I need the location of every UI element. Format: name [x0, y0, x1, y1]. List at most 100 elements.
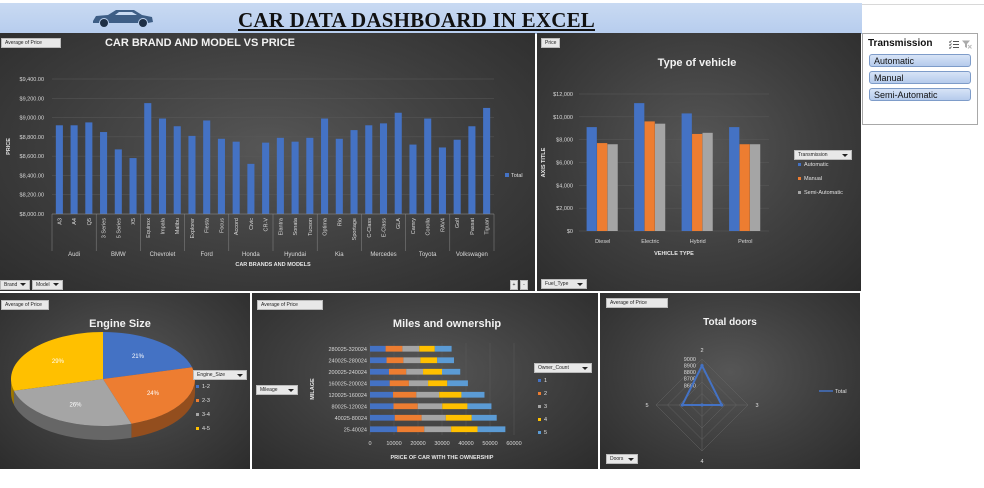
multi-select-icon[interactable]: [949, 40, 959, 49]
legend-filter-label: Engine_Size: [197, 372, 226, 378]
legend-label: Semi-Automatic: [804, 190, 843, 196]
bar: [144, 103, 152, 214]
legend-label: Automatic: [804, 162, 829, 168]
expand-field-button[interactable]: +: [510, 280, 518, 290]
bar: [692, 133, 703, 231]
bar: [597, 143, 608, 231]
x-axis-label: VEHICLE TYPE: [654, 251, 694, 257]
bar: [232, 141, 240, 214]
y-tick-label: $12,000: [553, 92, 573, 98]
owner-count-legend-filter[interactable]: Owner_Count: [534, 363, 592, 373]
y-axis-label: PRICE: [6, 138, 12, 155]
legend-label: 4-5: [202, 426, 210, 432]
x-tick-label: X5: [131, 218, 137, 225]
legend-label: 1-2: [202, 384, 210, 390]
bar-segment: [403, 357, 421, 364]
pie-slice: [11, 332, 103, 391]
bar-segment: [423, 368, 442, 375]
engine-size-legend-filter[interactable]: Engine_Size: [193, 370, 247, 380]
chart-title: CAR BRAND AND MODEL VS PRICE: [104, 37, 296, 49]
model-filter-button[interactable]: Model: [32, 280, 63, 290]
brand-filter-button[interactable]: Brand: [0, 280, 31, 290]
x-tick-label: CR-V: [264, 218, 270, 232]
slicer-item-semi-automatic[interactable]: Semi-Automatic: [869, 88, 971, 101]
y-tick-label: 200025-240024: [328, 370, 367, 376]
x-tick-label: GLA: [396, 218, 402, 229]
bar-segment: [451, 426, 478, 433]
group-label: Honda: [242, 252, 260, 258]
page-title: CAR DATA DASHBOARD IN EXCEL: [238, 8, 595, 32]
legend-swatch: [196, 427, 199, 430]
fuel-type-filter-button[interactable]: Fuel_Type: [541, 279, 587, 289]
transmission-slicer[interactable]: Transmission Automatic Manual Semi-Autom…: [862, 33, 978, 125]
value-field-button[interactable]: Price: [541, 38, 561, 48]
bar-segment: [445, 414, 472, 421]
dropdown-arrow-icon: [628, 458, 634, 461]
x-tick-label: 0: [368, 441, 371, 447]
x-tick-label: Golf: [455, 218, 461, 229]
radar-point: [720, 403, 724, 407]
collapse-field-button[interactable]: -: [520, 280, 528, 290]
x-tick-label: Q5: [87, 218, 93, 225]
bar: [729, 127, 740, 231]
bar-segment: [439, 391, 462, 398]
x-tick-label: A3: [57, 218, 63, 225]
bar: [158, 118, 167, 214]
x-tick-label: Explorer: [190, 218, 196, 239]
y-tick-label: 25-40024: [344, 427, 367, 433]
x-tick-label: Electric: [641, 239, 659, 245]
x-tick-label: Fiesta: [205, 217, 211, 233]
slicer-item-manual[interactable]: Manual: [869, 71, 971, 84]
bar: [607, 144, 618, 231]
legend-label: 2-3: [202, 398, 210, 404]
data-label: 24%: [147, 391, 160, 397]
bar: [276, 137, 284, 214]
slicer-item-automatic[interactable]: Automatic: [869, 54, 971, 67]
brand-price-chart: $8,000.00 $8,200.00 $8,400.00 $8,600.00 $8,8…: [6, 77, 523, 268]
legend-filter-label: Transmission: [798, 152, 828, 158]
doors-filter-button[interactable]: Doors: [606, 454, 638, 464]
x-tick-label: 50000: [482, 441, 497, 447]
x-tick-label: Elantra: [278, 217, 284, 235]
bar: [203, 120, 211, 214]
x-tick-label: 5 Series: [116, 218, 122, 238]
bar: [634, 103, 645, 231]
bar-segment: [477, 426, 506, 433]
y-tick-label: $6,000: [556, 161, 573, 167]
bar: [702, 132, 713, 231]
bar: [394, 112, 402, 214]
legend-swatch: [538, 392, 541, 395]
bar-segment: [442, 403, 468, 410]
y-tick-label: $10,000: [553, 115, 573, 121]
r-tick-label: 8700: [684, 377, 696, 383]
bar-segment: [419, 345, 435, 352]
x-tick-label: Petrol: [738, 239, 752, 245]
bar-segment: [370, 414, 395, 421]
bar-segment: [385, 345, 403, 352]
dropdown-arrow-icon: [52, 283, 59, 287]
x-tick-label: Sonata: [293, 217, 299, 235]
bar-segment: [388, 368, 407, 375]
x-tick-label: Rio: [337, 218, 343, 226]
clear-filter-icon[interactable]: [962, 40, 972, 49]
y-tick-label: 160025-200024: [328, 381, 367, 387]
pie-slice: [13, 379, 132, 426]
bar: [217, 138, 225, 214]
x-axis-label: CAR BRANDS AND MODELS: [235, 262, 311, 268]
legend-label: Total: [511, 173, 523, 179]
x-tick-label: RAV4: [440, 218, 446, 232]
legend-swatch: [196, 399, 199, 402]
legend-label: 5: [544, 430, 547, 436]
x-tick-label: A4: [72, 218, 78, 225]
value-field-button[interactable]: Average of Price: [1, 300, 49, 310]
value-field-button[interactable]: Average of Price: [1, 38, 61, 48]
legend-label: 2: [544, 391, 547, 397]
legend-swatch: [538, 379, 541, 382]
x-tick-label: 60000: [506, 441, 521, 447]
dropdown-arrow-icon: [842, 154, 848, 157]
value-field-button[interactable]: Average of Price: [257, 300, 323, 310]
value-field-button[interactable]: Average of Price: [606, 298, 668, 308]
transmission-legend-filter[interactable]: Transmission: [794, 150, 852, 160]
model-filter-label: Model: [36, 282, 50, 288]
mileage-filter-button[interactable]: Mileage: [256, 385, 298, 395]
